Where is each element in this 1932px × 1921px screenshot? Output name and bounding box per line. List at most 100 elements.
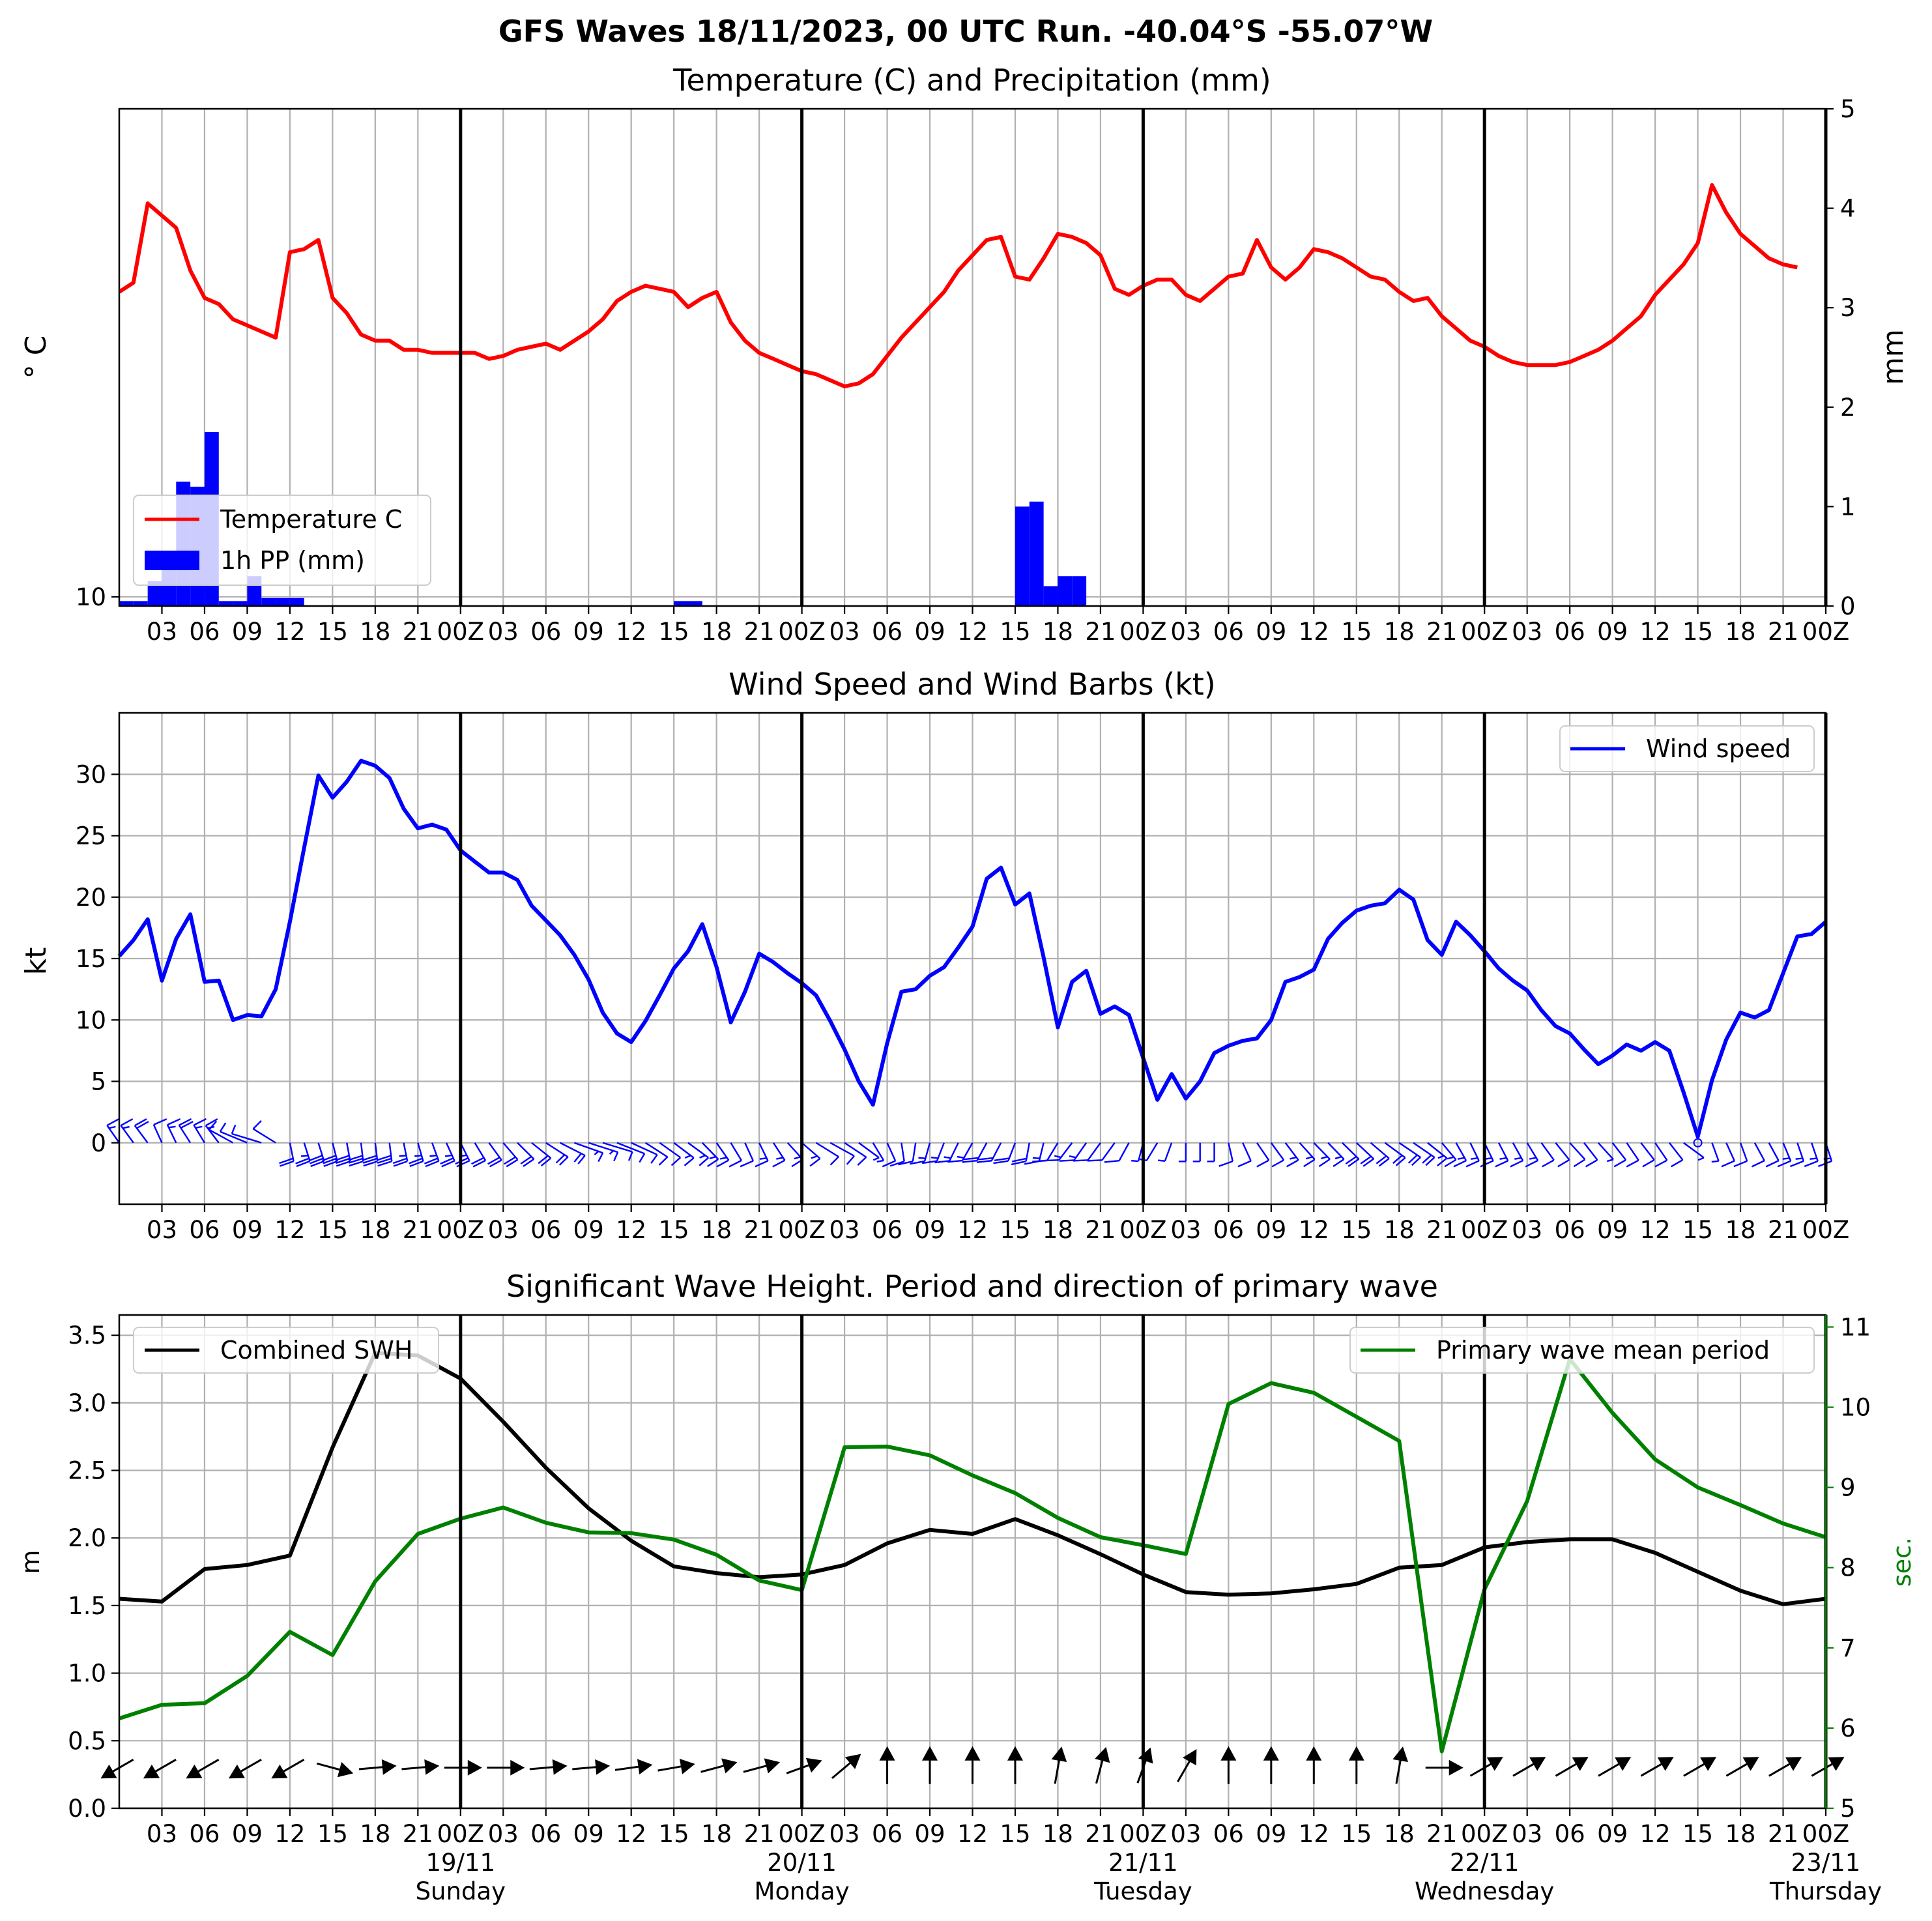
- wind-barb: [1413, 1142, 1435, 1166]
- x-tick-label: 21: [1426, 1216, 1457, 1244]
- period-legend-box: [1349, 1327, 1815, 1374]
- wave-direction-arrow: [700, 1758, 738, 1774]
- wind-barb: [1721, 1142, 1735, 1168]
- wind-barb-shaft: [1753, 1142, 1765, 1161]
- x-tick-label: 12: [274, 1820, 305, 1848]
- wind-barb-shaft: [209, 1129, 234, 1144]
- wind-barb-half-flag: [944, 1156, 951, 1159]
- wind-barb-flag: [1237, 1160, 1252, 1168]
- wind-barb: [715, 1142, 730, 1168]
- wave-direction-arrow: [572, 1759, 611, 1775]
- y-tick-label: 2.5: [68, 1457, 106, 1485]
- wind-barb-half-flag: [108, 1125, 116, 1129]
- wind-barb-flag: [1480, 1160, 1494, 1168]
- wind-barb-flag: [377, 1155, 392, 1161]
- arrow-head: [1007, 1746, 1023, 1761]
- wind-barb-shaft: [1654, 1142, 1668, 1161]
- wind-barb-shaft: [1683, 1142, 1705, 1159]
- x-tick-label: 00Z: [1461, 1820, 1508, 1848]
- wind-barb-flag: [558, 1156, 569, 1166]
- wind-barb: [1256, 1142, 1270, 1168]
- panel2-lines: [117, 758, 1827, 1139]
- wind-barb-flag: [1422, 1154, 1432, 1164]
- x-tick-label: 03: [488, 618, 519, 646]
- wind-barb: [976, 1142, 1002, 1163]
- wind-barb-flag: [1789, 1160, 1804, 1168]
- wind-barb-shaft: [829, 1142, 855, 1157]
- wind-barb-shaft: [289, 1142, 295, 1162]
- wind-barb-half-flag: [399, 1155, 407, 1157]
- swh-legend-label: Combined SWH: [220, 1336, 412, 1365]
- wind-barb: [1192, 1142, 1201, 1163]
- x-tick-label: 00Z: [437, 1820, 484, 1848]
- wind-barb: [701, 1142, 719, 1167]
- wind-barb-flag: [322, 1155, 336, 1162]
- wind-barb-flag: [1557, 1159, 1570, 1168]
- wind-barb-shaft: [474, 1142, 487, 1161]
- wind-barb: [898, 1142, 917, 1166]
- wind-barb-flag: [1011, 1161, 1026, 1166]
- x-tick-label: 00Z: [1461, 1216, 1508, 1244]
- wind-barb-flag: [205, 1118, 218, 1127]
- x-tick-label: 09: [914, 618, 945, 646]
- wind-barb: [1270, 1142, 1285, 1168]
- wind-barb-shaft: [886, 1142, 897, 1161]
- x-tick-label: 12: [957, 618, 988, 646]
- wind-barb-flag: [219, 1122, 227, 1133]
- wave-direction-arrow: [1683, 1757, 1717, 1777]
- x-tick-label: 15: [659, 1216, 689, 1244]
- wind-barb: [560, 1142, 586, 1164]
- wind-barb-half-flag: [1499, 1157, 1507, 1160]
- wind-barb-flag: [520, 1155, 532, 1165]
- day-name-label: Tuesday: [1093, 1877, 1192, 1905]
- wind-barb-shaft: [588, 1142, 618, 1153]
- arrow-head: [1392, 1746, 1408, 1763]
- wind-speed-legend-label: Wind speed: [1646, 734, 1791, 763]
- y-tick-label: 20: [76, 884, 106, 912]
- wind-barb-flag: [1407, 1154, 1418, 1164]
- x-tick-label: 15: [1682, 1216, 1713, 1244]
- wind-barb-half-flag: [609, 1150, 614, 1155]
- wind-barb-shaft: [1611, 1142, 1627, 1161]
- panel3-title: Significant Wave Height. Period and dire…: [506, 1269, 1438, 1304]
- x-tick-label: 15: [659, 1820, 689, 1848]
- panel2-ylabel: kt: [20, 947, 53, 975]
- wind-barb: [772, 1142, 786, 1168]
- x-tick-label: 03: [147, 618, 177, 646]
- y2-tick-label: 3: [1840, 294, 1856, 322]
- wind-barb: [1384, 1142, 1406, 1166]
- precip-bar: [1015, 506, 1030, 606]
- wind-barb: [889, 1142, 905, 1167]
- wind-barb: [1218, 1142, 1233, 1167]
- wind-barb: [471, 1142, 487, 1168]
- wind-barb: [517, 1142, 535, 1167]
- wind-barb-flag: [538, 1155, 549, 1164]
- wind-barb-flag: [1453, 1159, 1467, 1168]
- wind-barb-shaft: [1327, 1142, 1345, 1160]
- wind-barb-flag: [1286, 1159, 1299, 1168]
- wave-direction-arrow: [1512, 1757, 1546, 1777]
- x-tick-label: 09: [232, 1216, 263, 1244]
- panel2-grid: [119, 713, 1826, 1204]
- wind-barb-flag: [658, 1156, 669, 1166]
- wind-barb-flag: [772, 1159, 785, 1168]
- wave-direction-arrow: [358, 1759, 397, 1775]
- wind-barb: [882, 1142, 897, 1168]
- wave-direction-arrow: [1306, 1746, 1322, 1784]
- wind-barb-flag: [1437, 1157, 1448, 1167]
- wind-barb-flag: [167, 1118, 181, 1126]
- x-tick-label: 06: [530, 1216, 561, 1244]
- wind-barb-flag: [409, 1160, 424, 1167]
- wind-barb-flag: [716, 1159, 729, 1168]
- x-tick-label: 21: [744, 1820, 775, 1848]
- wind-barb-shaft: [1118, 1142, 1130, 1161]
- arrow-head: [637, 1759, 653, 1775]
- wind-barb-flag: [684, 1157, 695, 1166]
- wind-barb: [1765, 1142, 1780, 1168]
- wind-barb-flag: [555, 1154, 566, 1164]
- x-tick-label: 18: [701, 618, 732, 646]
- wind-barb-shaft: [431, 1142, 440, 1162]
- wind-barb: [1626, 1142, 1639, 1168]
- wind-barb-flag: [504, 1156, 516, 1165]
- y2-tick-label: 7: [1840, 1634, 1856, 1662]
